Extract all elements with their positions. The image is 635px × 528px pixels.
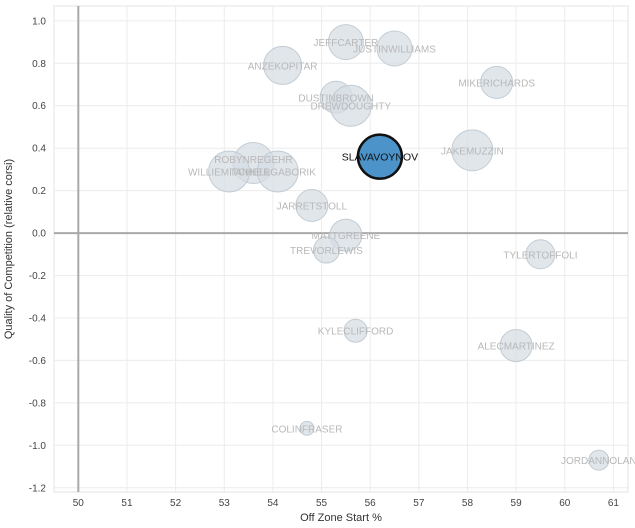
x-tick-label: 53 xyxy=(219,498,231,509)
point-label: JEFFCARTER xyxy=(313,38,378,49)
x-tick-label: 60 xyxy=(559,498,571,509)
y-tick-label: -0.8 xyxy=(29,398,47,409)
x-tick-label: 55 xyxy=(316,498,328,509)
bubble-trevorlewis xyxy=(312,236,340,264)
y-tick-label: -1.0 xyxy=(29,441,47,452)
y-tick-label: 0.4 xyxy=(32,144,46,155)
y-axis-title: Quality of Competition (relative corsi) xyxy=(3,159,15,339)
point-label: ALECMARTINEZ xyxy=(478,342,555,353)
y-tick-label: -0.2 xyxy=(29,271,47,282)
point-label: SLAVAVOYNOV xyxy=(342,152,418,164)
bubble-justinwilliams xyxy=(376,30,413,67)
bubble-mikerichards xyxy=(480,65,514,99)
tick-labels: 50 51 52 53 54 55 56 57 58 59 60 61 1.0 0.8 0.6 0.4 0.2 0… xyxy=(29,16,620,509)
point-label: DREWDOUGHTY xyxy=(310,102,391,113)
point-label: ROBYNREGEHR xyxy=(214,155,292,166)
y-tick-label: 0.2 xyxy=(32,186,46,197)
x-axis-title: Off Zone Start % xyxy=(300,512,382,524)
x-tick-label: 57 xyxy=(413,498,425,509)
y-tick-label: 0.0 xyxy=(32,229,46,240)
bubble-drewdoughty xyxy=(329,84,372,127)
bubble-slavavoynov xyxy=(356,133,404,180)
point-label: MATTGREENE xyxy=(312,231,381,242)
bubble-williemitchell xyxy=(208,150,251,193)
point-label: ANZEKOPITAR xyxy=(248,61,318,72)
bubble-jakemuzzin xyxy=(451,129,494,172)
plot-frame xyxy=(53,5,629,493)
bubble-jordannolan xyxy=(588,449,610,471)
y-tick-label: -0.4 xyxy=(29,313,47,324)
bubble-jarretstoll xyxy=(295,188,329,222)
y-tick-label: 1.0 xyxy=(32,16,46,27)
y-tick-label: 0.6 xyxy=(32,101,46,112)
point-label: MIKERICHARDS xyxy=(458,78,535,89)
point-label: JAKEMUZZIN xyxy=(441,146,504,157)
y-tick-label: -1.2 xyxy=(29,483,47,494)
x-tick-label: 56 xyxy=(365,498,377,509)
x-tick-label: 59 xyxy=(511,498,523,509)
point-label: WILLIEMITCHELL xyxy=(188,168,271,179)
x-tick-label: 51 xyxy=(121,498,133,509)
bubble-kyleclifford xyxy=(343,318,368,343)
point-label: JUSTINWILLIAMS xyxy=(353,44,436,55)
bubble-martinjones xyxy=(256,150,299,193)
x-tick-label: 61 xyxy=(608,498,620,509)
bubbles xyxy=(208,24,610,471)
bubble-jeffcarter xyxy=(327,24,364,61)
x-tick-label: 52 xyxy=(170,498,182,509)
bubble-anzekopitar xyxy=(263,45,303,85)
bubble-colinfraser xyxy=(299,420,315,436)
point-label: JORDANNOLAN xyxy=(561,456,635,467)
x-tick-label: 50 xyxy=(73,498,85,509)
point-label: COLINFRASER xyxy=(271,424,342,435)
point-label: DUSTINBROWN xyxy=(298,93,374,104)
point-label: JARRETSTOLL xyxy=(277,201,348,212)
x-tick-label: 54 xyxy=(267,498,279,509)
point-label: KYLECLIFFORD xyxy=(318,327,394,338)
x-tick-label: 58 xyxy=(462,498,474,509)
y-tick-label: -0.6 xyxy=(29,356,47,367)
bubble-alecmartinez xyxy=(499,329,533,363)
grid xyxy=(53,5,629,493)
y-tick-label: 0.8 xyxy=(32,59,46,70)
point-label: TANNERGABORIK xyxy=(230,168,316,179)
bubble-tylertoffoli xyxy=(525,239,556,270)
point-label: TYLERTOFFOLI xyxy=(503,250,577,261)
point-label: TREVORLEWIS xyxy=(290,246,363,257)
